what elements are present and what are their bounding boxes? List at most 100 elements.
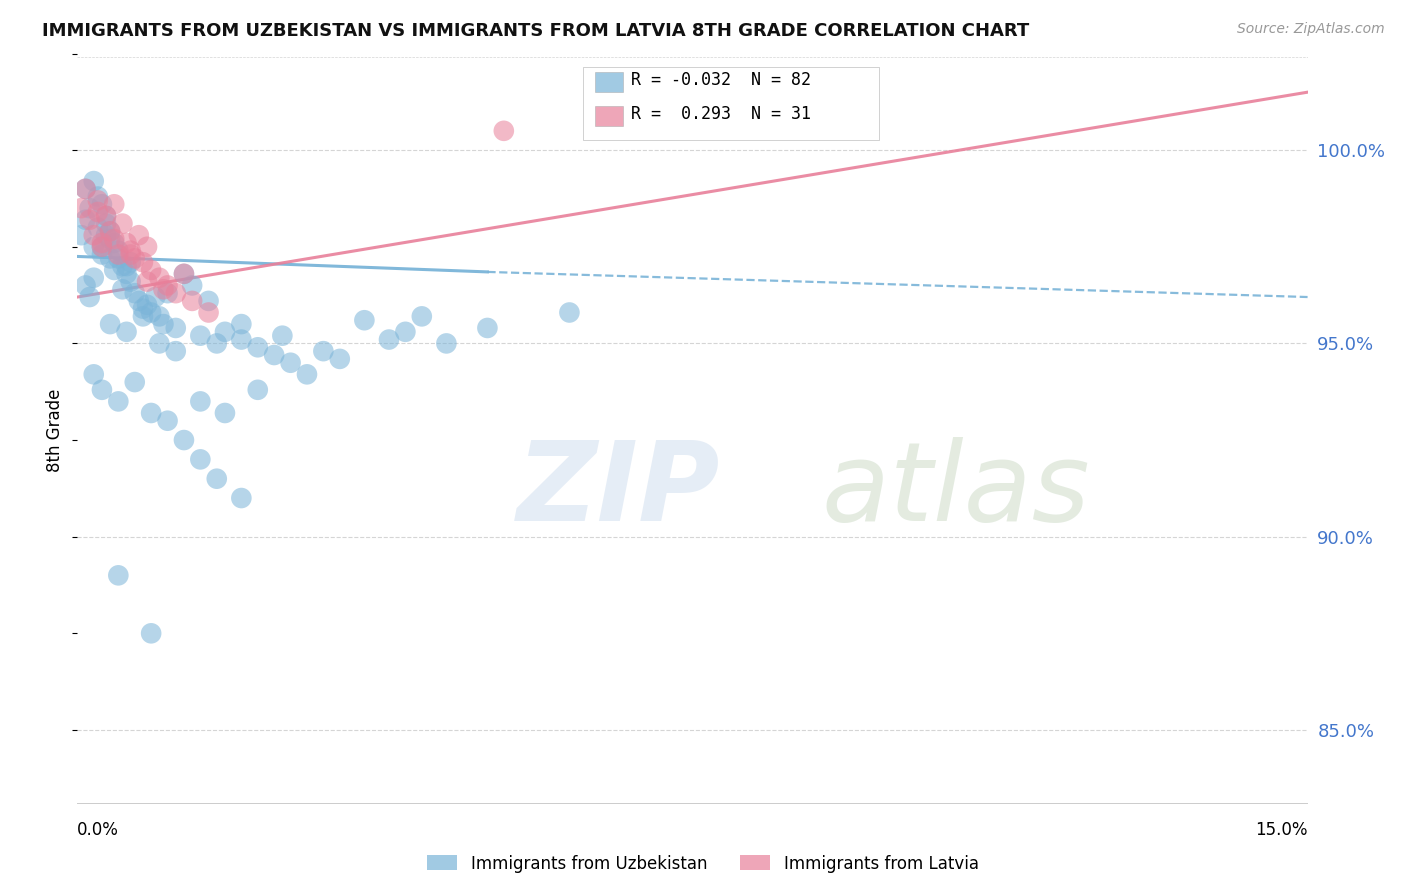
Point	[107, 252, 129, 266]
Point	[156, 278, 179, 293]
Point	[329, 351, 352, 366]
Point	[148, 336, 170, 351]
Point	[111, 259, 134, 273]
Point	[83, 368, 105, 382]
Point	[143, 290, 166, 304]
Point	[120, 244, 142, 258]
Point	[90, 383, 114, 397]
Point	[124, 286, 146, 301]
Point	[136, 275, 159, 289]
Point	[120, 247, 142, 261]
Point	[75, 212, 97, 227]
Point	[90, 235, 114, 250]
Point	[79, 290, 101, 304]
Point	[136, 298, 159, 312]
Point	[378, 333, 401, 347]
Point	[87, 220, 110, 235]
Point	[115, 259, 138, 273]
Point	[75, 278, 97, 293]
Point	[107, 247, 129, 261]
Point	[188, 394, 212, 409]
Point	[94, 228, 117, 243]
Point	[558, 305, 581, 319]
Point	[205, 336, 228, 351]
Point	[75, 182, 97, 196]
Text: Source: ZipAtlas.com: Source: ZipAtlas.com	[1237, 22, 1385, 37]
Point	[111, 217, 134, 231]
Point	[98, 317, 121, 331]
Point	[103, 197, 125, 211]
Point	[90, 247, 114, 261]
Point	[231, 491, 253, 505]
Point	[120, 255, 142, 269]
Point	[141, 406, 163, 420]
Point	[141, 626, 163, 640]
Point	[280, 356, 302, 370]
Point	[115, 235, 138, 250]
Point	[173, 267, 195, 281]
Point	[107, 568, 129, 582]
Point	[246, 383, 269, 397]
Point	[312, 344, 335, 359]
Point	[188, 452, 212, 467]
Point	[152, 282, 174, 296]
Point	[70, 228, 93, 243]
Point	[148, 270, 170, 285]
Point	[214, 406, 236, 420]
Point	[107, 394, 129, 409]
Point	[246, 340, 269, 354]
Point	[87, 194, 110, 208]
Point	[231, 317, 253, 331]
Point	[214, 325, 236, 339]
Text: IMMIGRANTS FROM UZBEKISTAN VS IMMIGRANTS FROM LATVIA 8TH GRADE CORRELATION CHART: IMMIGRANTS FROM UZBEKISTAN VS IMMIGRANTS…	[42, 22, 1029, 40]
Point	[98, 224, 121, 238]
Text: R = -0.032  N = 82: R = -0.032 N = 82	[631, 71, 811, 89]
Point	[128, 228, 150, 243]
Point	[103, 232, 125, 246]
Point	[181, 278, 204, 293]
Point	[132, 255, 155, 269]
Point	[156, 414, 179, 428]
Point	[115, 325, 138, 339]
Point	[124, 252, 146, 266]
Point	[136, 240, 159, 254]
Point	[141, 305, 163, 319]
Text: ZIP: ZIP	[517, 437, 720, 544]
Point	[173, 267, 195, 281]
Text: 15.0%: 15.0%	[1256, 821, 1308, 838]
Point	[90, 240, 114, 254]
Point	[79, 201, 101, 215]
Point	[87, 189, 110, 203]
Point	[98, 224, 121, 238]
Point	[156, 286, 179, 301]
Text: atlas: atlas	[821, 437, 1090, 544]
Point	[98, 252, 121, 266]
Point	[90, 197, 114, 211]
Point	[231, 333, 253, 347]
Point	[79, 212, 101, 227]
Point	[197, 305, 219, 319]
Point	[436, 336, 458, 351]
Y-axis label: 8th Grade: 8th Grade	[46, 389, 65, 472]
Point	[120, 275, 142, 289]
Point	[107, 244, 129, 258]
Point	[94, 217, 117, 231]
Point	[132, 301, 155, 316]
Point	[271, 328, 294, 343]
Point	[205, 472, 228, 486]
Point	[181, 293, 204, 308]
Point	[124, 375, 146, 389]
Point	[103, 235, 125, 250]
Point	[83, 174, 105, 188]
Point	[94, 209, 117, 223]
Point	[87, 205, 110, 219]
Point	[148, 310, 170, 324]
Point	[173, 433, 195, 447]
Point	[111, 282, 134, 296]
Point	[263, 348, 285, 362]
Point	[98, 232, 121, 246]
Text: R =  0.293  N = 31: R = 0.293 N = 31	[631, 105, 811, 123]
Point	[70, 201, 93, 215]
Point	[83, 228, 105, 243]
Point	[188, 328, 212, 343]
